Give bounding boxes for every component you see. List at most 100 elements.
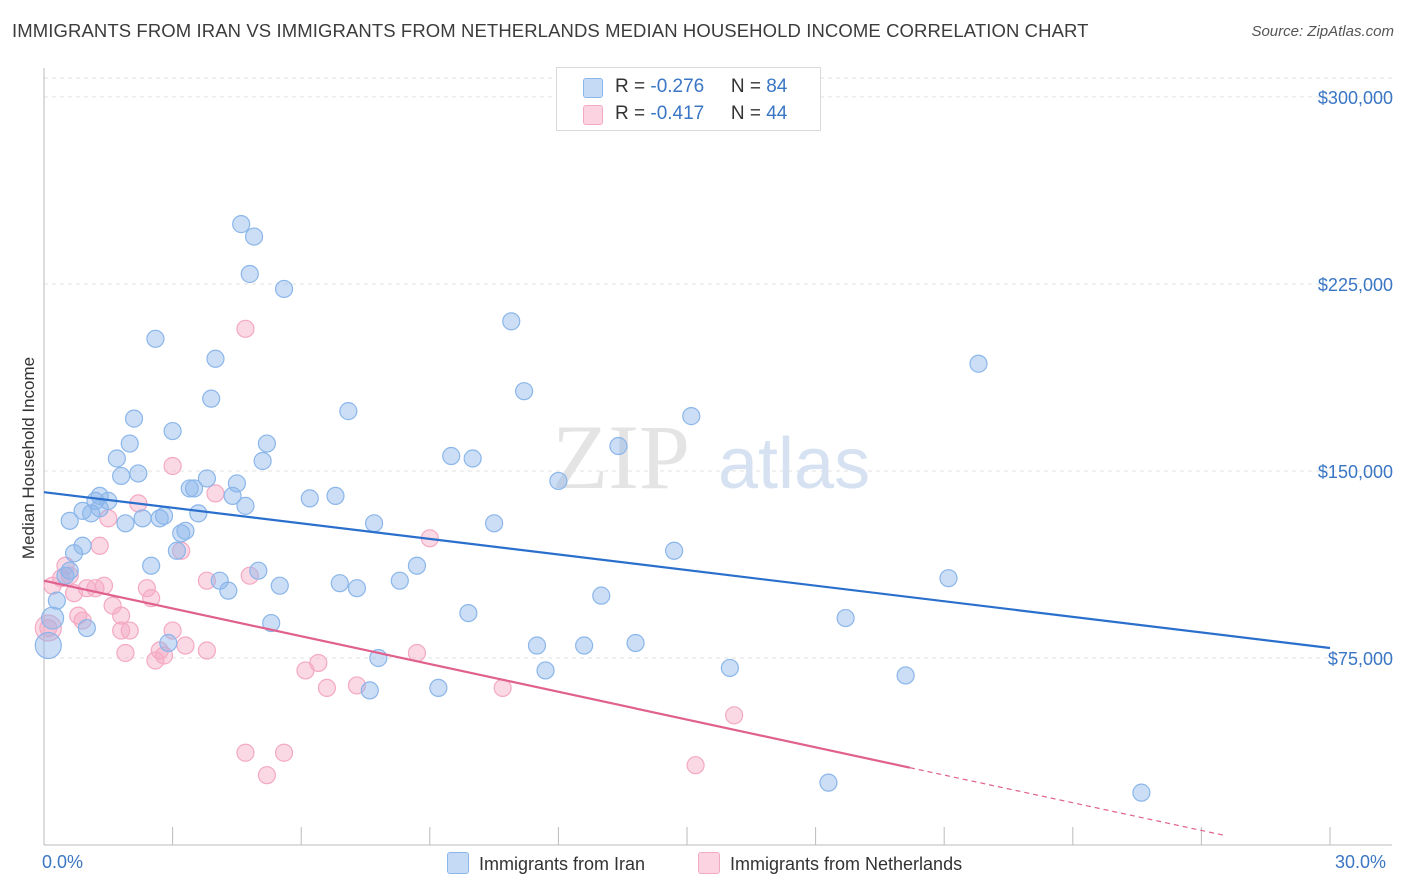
bottom-swatch-iran (447, 852, 469, 874)
netherlands-point (725, 706, 744, 725)
bottom-legend-label: Immigrants from Netherlands (730, 854, 963, 874)
iran-point (502, 312, 521, 331)
iran-point (240, 264, 259, 284)
netherlands-point (274, 743, 294, 762)
y-tick-label: $300,000 (1318, 88, 1393, 108)
iran-point (189, 504, 208, 523)
chart-title: IMMIGRANTS FROM IRAN VS IMMIGRANTS FROM … (12, 20, 1089, 41)
iran-point (463, 449, 482, 468)
iran-point (592, 586, 611, 605)
netherlands-point (120, 621, 139, 640)
iran-point (300, 489, 319, 508)
bottom-legend-netherlands: Immigrants from Netherlands (698, 852, 962, 875)
iran-point (142, 556, 161, 575)
iran-point (682, 407, 701, 426)
iran-point (249, 561, 268, 580)
iran-point (124, 409, 144, 428)
netherlands-point (146, 651, 165, 670)
r-value-netherlands: -0.417 (650, 103, 705, 124)
iran-point (326, 486, 345, 506)
iran-point (515, 382, 534, 401)
r-value-iran: -0.276 (650, 76, 705, 97)
iran-point (896, 666, 915, 685)
netherlands-point (206, 484, 225, 503)
iran-point (1132, 783, 1151, 802)
netherlands-point (137, 579, 156, 598)
iran-point (442, 446, 461, 466)
iran-point (819, 773, 838, 792)
iran-point (609, 436, 628, 456)
iran-point (969, 354, 988, 373)
n-value-netherlands: 44 (766, 103, 788, 124)
iran-point (720, 658, 739, 678)
iran-point (485, 514, 504, 533)
iran-point (836, 608, 855, 628)
iran-point (202, 389, 221, 408)
iran-point (180, 479, 199, 498)
iran-point (154, 506, 174, 525)
iran-point (60, 511, 79, 530)
iran-point (40, 606, 65, 630)
trend-lines (43, 491, 1331, 836)
iran-points (34, 215, 1151, 802)
iran-point (107, 449, 126, 468)
x-max-label: 30.0% (1335, 852, 1387, 872)
iran-point (253, 451, 272, 471)
netherlands-point (112, 606, 131, 625)
watermark-atlas: atlas (718, 424, 870, 504)
bottom-legend-iran: Immigrants from Iran (447, 852, 645, 875)
iran-point (159, 633, 178, 653)
netherlands-point (60, 566, 79, 585)
iran-point (232, 215, 251, 234)
iran-point (219, 581, 238, 600)
iran-point (184, 479, 204, 498)
iran-point (429, 678, 448, 698)
netherlands-points (34, 319, 744, 785)
netherlands-point (197, 641, 216, 660)
iran-point (626, 633, 645, 653)
netherlands-point (197, 571, 216, 590)
iran-point (527, 636, 547, 655)
iran-point (197, 469, 216, 488)
bottom-legend-label: Immigrants from Iran (479, 854, 646, 874)
iran-point (262, 613, 281, 633)
source-label: Source: ZipAtlas.com (1251, 23, 1394, 40)
netherlands-point (236, 319, 255, 338)
netherlands-point (317, 678, 337, 698)
n-value-iran: 84 (766, 76, 788, 97)
netherlands-point (309, 653, 328, 673)
iran-point (575, 636, 594, 655)
legend-swatch-netherlands (583, 105, 603, 125)
iran-point (244, 227, 264, 246)
iran-point (360, 681, 379, 700)
n-label: N = (730, 76, 767, 97)
watermark-zip: ZIP (552, 406, 690, 508)
iran-point (133, 509, 152, 528)
x-min-label: 0.0% (42, 852, 84, 872)
iran-point (227, 474, 246, 493)
iran-point (257, 434, 277, 453)
y-tick-label: $150,000 (1318, 462, 1393, 482)
axes (43, 68, 1392, 846)
iran-point (274, 279, 294, 299)
iran-point (339, 402, 358, 421)
y-tick-labels: $75,000 $150,000 $225,000 $300,000 (1318, 88, 1393, 669)
iran-point (549, 471, 568, 491)
legend-swatch-iran (583, 78, 603, 98)
iran-point (77, 618, 96, 638)
r-label: R = (615, 76, 651, 97)
y-tick-label: $225,000 (1318, 275, 1393, 295)
iran-point (390, 571, 409, 590)
bottom-swatch-netherlands (698, 852, 720, 874)
correlation-legend: R = -0.276 N = 84 R = -0.417 N = 44 (556, 67, 821, 131)
iran-point (163, 421, 182, 441)
iran-trend-line (43, 491, 1331, 650)
iran-point (270, 576, 289, 595)
iran-point (73, 536, 92, 555)
y-tick-label: $75,000 (1328, 649, 1393, 669)
netherlands-point (240, 566, 259, 585)
iran-point (347, 579, 367, 598)
netherlands-point (90, 536, 109, 555)
iran-point (34, 631, 62, 660)
